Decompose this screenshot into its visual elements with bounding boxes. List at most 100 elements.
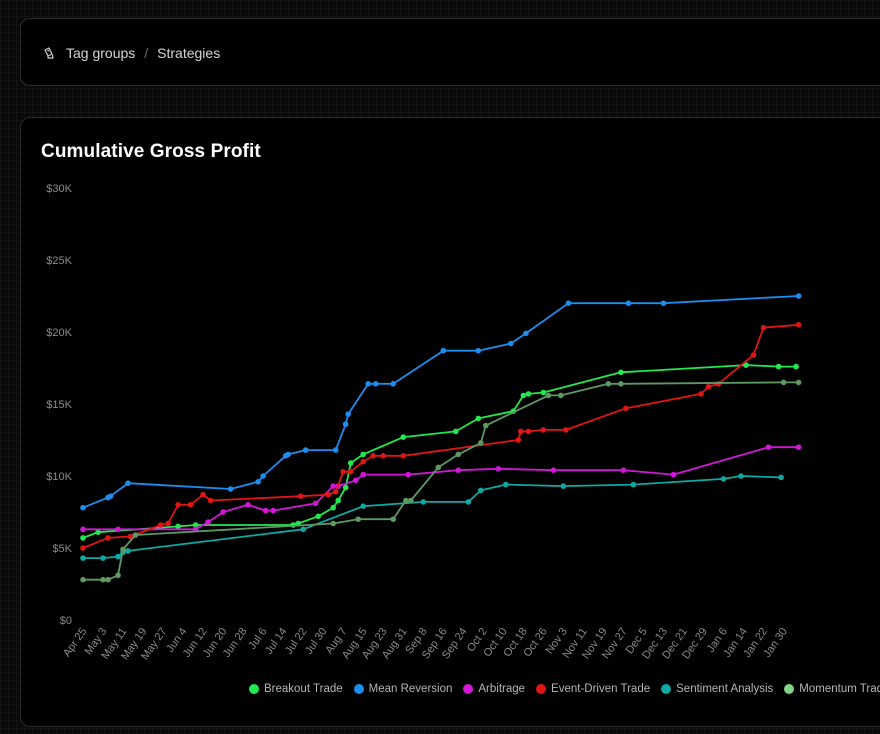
data-point-breakout-trade [540,389,547,396]
data-point-event-driven-trade [165,520,171,527]
y-tick-label: $10K [46,471,72,483]
data-point-breakout-trade [743,362,749,368]
data-point-arbitrage [115,526,121,533]
legend-label: Event-Driven Trade [551,683,651,695]
data-point-event-driven-trade [623,405,629,412]
data-point-breakout-trade [520,392,527,399]
data-point-mean-reversion [390,381,397,387]
legend-swatch [536,684,547,694]
data-point-sentiment-analysis [630,481,637,488]
data-point-sentiment-analysis [560,483,567,489]
data-point-mean-reversion [508,340,514,347]
data-point-mean-reversion [372,381,379,387]
data-point-sentiment-analysis [115,553,121,560]
data-point-mean-reversion [475,347,482,354]
data-point-event-driven-trade [297,493,304,500]
chart-legend: Breakout Trade Mean Reversion Arbitrage Eve… [249,683,880,695]
data-point-breakout-trade [95,529,101,535]
series-arbitrage [80,444,802,533]
data-point-momentum-trade [80,576,86,583]
data-point-sentiment-analysis [360,503,367,510]
data-point-momentum-trade [478,440,484,446]
legend-swatch [249,684,259,694]
data-point-arbitrage [550,467,557,474]
data-point-arbitrage [795,444,802,451]
series-line-mean-reversion [82,295,800,509]
data-point-mean-reversion [345,411,352,417]
data-point-event-driven-trade [563,427,569,433]
data-point-event-driven-trade [187,502,194,508]
data-point-arbitrage [80,526,86,533]
legend-item-breakout-trade[interactable]: Breakout Trade [249,683,343,695]
legend-item-arbitrage[interactable]: Arbitrage [463,683,525,695]
data-point-mean-reversion [285,451,292,458]
data-point-momentum-trade [100,576,106,583]
data-point-arbitrage [330,483,337,489]
data-point-event-driven-trade [705,383,712,390]
data-point-momentum-trade [330,520,337,527]
data-point-event-driven-trade [518,428,524,435]
data-point-arbitrage [670,471,677,478]
legend-label: Mean Reversion [368,683,453,695]
legend-label: Sentiment Analysis [676,683,774,695]
data-point-arbitrage [455,467,462,474]
data-point-breakout-trade [80,535,86,541]
data-point-arbitrage [360,471,367,478]
data-point-event-driven-trade [175,502,181,508]
y-tick-label: $5K [52,543,72,555]
data-point-event-driven-trade [340,468,347,475]
data-point-momentum-trade [390,516,397,522]
data-point-mean-reversion [625,300,632,306]
data-point-breakout-trade [618,369,624,376]
data-point-momentum-trade [618,381,624,387]
breadcrumb-separator: / [144,45,149,61]
legend-label: Breakout Trade [264,683,343,695]
data-point-mean-reversion [342,421,349,428]
data-point-sentiment-analysis [465,499,472,505]
legend-swatch [353,684,364,694]
data-point-breakout-trade [342,484,349,491]
legend-item-momentum-trade[interactable]: Momentum Trade [784,683,880,695]
data-point-momentum-trade [115,572,121,579]
data-point-breakout-trade [525,391,532,397]
legend-item-sentiment-analysis[interactable]: Sentiment Analysis [661,683,773,695]
breadcrumb-item-strategies: Strategies [157,45,221,61]
legend-item-mean-reversion[interactable]: Mean Reversion [353,683,453,695]
data-point-breakout-trade [453,428,459,435]
data-point-momentum-trade [558,392,564,399]
data-point-breakout-trade [335,497,342,504]
data-point-mean-reversion [660,300,667,306]
y-tick-label: $30K [46,183,72,195]
legend-swatch [784,684,795,694]
data-point-momentum-trade [408,497,414,504]
data-point-momentum-trade [403,497,409,504]
data-point-momentum-trade [120,546,126,553]
data-point-breakout-trade [192,522,199,528]
breadcrumb: Tag groups / Strategies [43,45,220,61]
data-point-sentiment-analysis [503,481,509,488]
data-point-mean-reversion [795,293,802,299]
data-point-breakout-trade [175,523,181,530]
data-point-momentum-trade [605,381,612,387]
legend-swatch [463,684,474,694]
data-point-event-driven-trade [157,522,164,528]
breadcrumb-item-tag-groups[interactable]: Tag groups [66,45,136,61]
data-point-sentiment-analysis [125,548,131,554]
legend-item-event-driven-trade[interactable]: Event-Driven Trade [536,683,650,695]
y-tick-label: $15K [46,399,72,411]
data-point-event-driven-trade [347,468,354,475]
data-point-arbitrage [245,502,251,508]
data-point-momentum-trade [483,422,489,429]
legend-label: Arbitrage [478,683,526,695]
legend-label: Momentum Trade [799,683,880,695]
data-point-mean-reversion [302,447,309,453]
data-point-momentum-trade [105,576,111,583]
data-point-mean-reversion [125,480,131,487]
data-point-event-driven-trade [750,352,757,358]
data-point-mean-reversion [107,493,114,500]
data-point-sentiment-analysis [478,487,484,494]
legend-swatch [661,684,672,694]
chart-card: Cumulative Gross Profit $0 $5K $10K $15K $20… [20,117,880,727]
data-point-breakout-trade [360,451,367,458]
